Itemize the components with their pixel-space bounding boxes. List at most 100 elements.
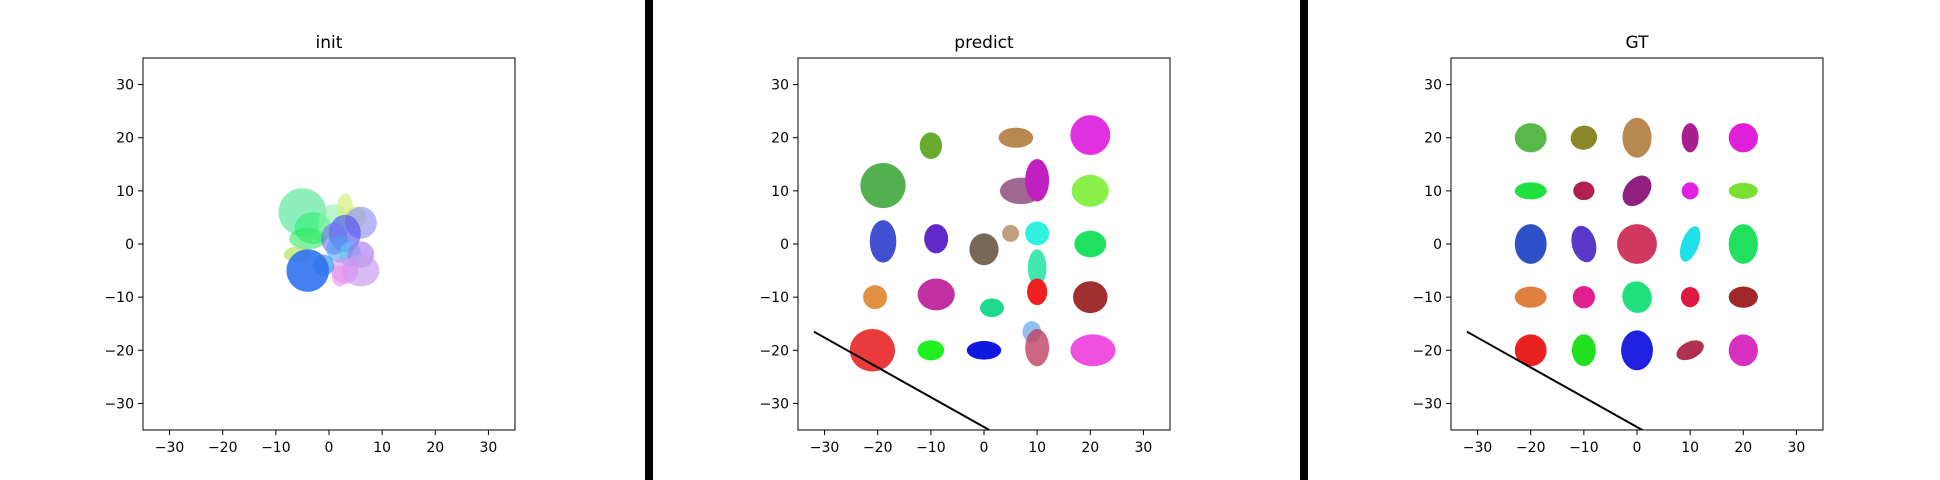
ellipse-marker xyxy=(1728,182,1758,199)
ellipse-marker xyxy=(1514,286,1547,308)
ellipse-marker xyxy=(1025,158,1050,202)
ellipse-marker xyxy=(1571,225,1597,263)
plot-area xyxy=(813,115,1116,430)
ellipse-marker xyxy=(969,233,999,266)
x-tick-label: 30 xyxy=(1135,440,1153,456)
y-tick-label: 10 xyxy=(116,184,134,200)
ellipse-marker xyxy=(1622,117,1652,158)
y-tick-label: 20 xyxy=(1424,131,1442,147)
ellipse-marker xyxy=(863,285,888,310)
y-tick-label: 30 xyxy=(1424,78,1442,94)
ellipse-marker xyxy=(1676,340,1704,361)
ellipse-marker xyxy=(1071,174,1109,207)
y-tick-label: −30 xyxy=(104,396,134,412)
ellipse-marker xyxy=(1728,123,1758,153)
plot-area xyxy=(1466,117,1758,430)
ellipse-marker xyxy=(998,127,1034,148)
x-tick-label: −30 xyxy=(1463,440,1493,456)
chart-title: init xyxy=(316,33,343,53)
ellipse-marker xyxy=(1728,224,1758,264)
x-tick-label: 10 xyxy=(1681,440,1699,456)
ellipse-marker xyxy=(1025,329,1050,367)
plot-area xyxy=(278,188,380,292)
reference-line xyxy=(813,330,990,430)
ellipse-marker xyxy=(966,340,1002,360)
ellipse-marker xyxy=(1027,278,1048,306)
x-tick-label: −10 xyxy=(1569,440,1599,456)
x-tick-label: −10 xyxy=(261,440,291,456)
ellipse-marker xyxy=(1514,224,1547,264)
x-tick-label: 10 xyxy=(1028,440,1046,456)
reference-line xyxy=(1466,330,1643,430)
chart-panel-predict: −30 −30 −20 −20 −10 −10 0 0 10 10 20 20 30 30 predict xyxy=(759,33,1171,456)
ellipse-marker xyxy=(1621,330,1653,371)
x-tick-label: 0 xyxy=(1633,440,1642,456)
ellipse-marker xyxy=(1073,281,1108,314)
y-tick-label: 0 xyxy=(1433,237,1442,253)
y-tick-label: −20 xyxy=(104,343,134,359)
ellipse-marker xyxy=(1002,224,1020,242)
y-tick-label: 10 xyxy=(771,184,789,200)
y-tick-label: 20 xyxy=(116,131,134,147)
ellipse-marker xyxy=(331,265,348,287)
ellipse-marker xyxy=(1514,334,1547,367)
ellipse-marker xyxy=(860,162,906,209)
ellipse-marker xyxy=(917,340,945,361)
y-tick-label: −10 xyxy=(1412,290,1442,306)
y-tick-label: −30 xyxy=(1412,396,1442,412)
ellipse-marker xyxy=(1622,281,1652,313)
ellipse-marker xyxy=(1025,221,1050,246)
x-tick-label: −20 xyxy=(208,440,238,456)
y-tick-label: 20 xyxy=(771,131,789,147)
ellipse-marker xyxy=(1680,287,1700,308)
x-tick-label: 0 xyxy=(325,440,334,456)
ellipse-marker xyxy=(1514,123,1547,153)
ellipse-marker xyxy=(1027,249,1047,287)
x-tick-label: 0 xyxy=(980,440,989,456)
ellipse-marker xyxy=(1679,226,1701,262)
x-tick-label: 20 xyxy=(1081,440,1099,456)
ellipse-marker xyxy=(917,278,955,311)
y-tick-label: 0 xyxy=(780,237,789,253)
ellipse-marker xyxy=(1617,224,1657,264)
y-tick-label: −20 xyxy=(759,343,789,359)
ellipse-marker xyxy=(1681,123,1699,153)
y-tick-label: 10 xyxy=(1424,184,1442,200)
x-tick-label: 10 xyxy=(373,440,391,456)
ellipse-marker xyxy=(1622,175,1652,207)
y-tick-label: −10 xyxy=(104,290,134,306)
x-tick-label: 20 xyxy=(426,440,444,456)
ellipse-marker xyxy=(286,249,329,292)
y-tick-label: −10 xyxy=(759,290,789,306)
ellipse-marker xyxy=(1514,182,1547,200)
ellipse-marker xyxy=(1681,182,1699,200)
x-tick-label: 30 xyxy=(480,440,498,456)
ellipse-marker xyxy=(924,224,949,254)
chart-panel-init: −30 −30 −20 −20 −10 −10 0 0 10 10 20 20 30 30 init xyxy=(104,33,516,456)
y-tick-label: 30 xyxy=(771,78,789,94)
ellipse-marker xyxy=(869,220,897,263)
ellipse-marker xyxy=(849,329,895,372)
y-tick-label: −20 xyxy=(1412,343,1442,359)
x-tick-label: −10 xyxy=(916,440,946,456)
ellipse-marker xyxy=(1570,125,1598,150)
ellipse-marker xyxy=(1572,285,1596,309)
x-tick-label: 30 xyxy=(1788,440,1806,456)
chart-title: predict xyxy=(954,33,1014,53)
x-tick-label: −30 xyxy=(810,440,840,456)
panel-divider-1 xyxy=(645,0,653,480)
chart-panel-gt: −30 −30 −20 −20 −10 −10 0 0 10 10 20 20 30 30 GT xyxy=(1412,33,1824,456)
ellipse-marker xyxy=(1573,181,1595,201)
y-tick-label: 30 xyxy=(116,78,134,94)
x-tick-label: −30 xyxy=(155,440,185,456)
ellipse-marker xyxy=(919,132,943,159)
chart-title: GT xyxy=(1626,33,1650,53)
x-tick-label: 20 xyxy=(1734,440,1752,456)
y-tick-label: 0 xyxy=(125,237,134,253)
ellipse-marker xyxy=(980,298,1004,318)
ellipse-marker xyxy=(1074,230,1107,258)
ellipse-marker xyxy=(1571,334,1596,367)
ellipse-marker xyxy=(1070,334,1116,367)
x-tick-label: −20 xyxy=(863,440,893,456)
